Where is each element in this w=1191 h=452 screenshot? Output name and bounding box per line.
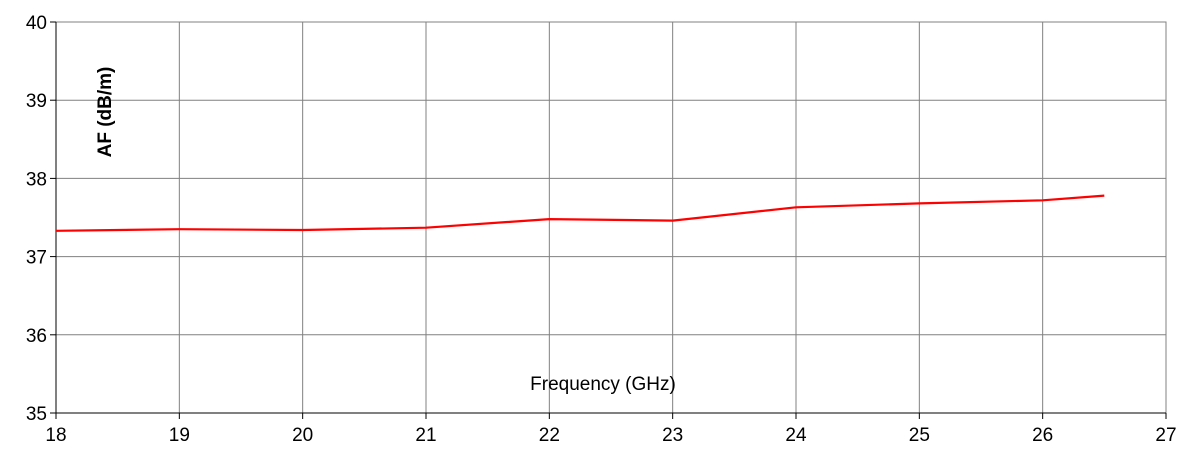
- axes: [50, 21, 1167, 419]
- y-tick-label: 37: [26, 248, 47, 269]
- y-tick-label: 40: [26, 13, 47, 34]
- x-tick-labels: 18 19 20 21 22 23 24 25 26 27: [45, 425, 1176, 446]
- x-tick-label: 27: [1155, 425, 1176, 446]
- y-tick-labels: 35 36 37 38 39 40: [26, 13, 47, 425]
- y-tick-label: 39: [26, 91, 47, 112]
- x-tick-label: 19: [169, 425, 190, 446]
- y-tick-label: 35: [26, 404, 47, 425]
- x-tick-label: 23: [662, 425, 683, 446]
- y-tick-label: 36: [26, 326, 47, 347]
- y-axis-label: AF (dB/m): [95, 67, 116, 158]
- plot-area: [55, 21, 1167, 414]
- x-tick-label: 25: [909, 425, 930, 446]
- series-group: [55, 194, 1105, 232]
- x-tick-label: 20: [292, 425, 313, 446]
- series-line: [55, 194, 1105, 232]
- x-tick-label: 24: [785, 425, 807, 446]
- x-axis-label: Frequency (GHz): [530, 374, 676, 395]
- x-tick-label: 21: [415, 425, 436, 446]
- y-gridlines: [56, 99, 1166, 336]
- x-gridlines: [178, 22, 1044, 413]
- y-tick-label: 38: [26, 169, 47, 190]
- x-tick-label: 18: [45, 425, 66, 446]
- x-tick-label: 22: [539, 425, 560, 446]
- x-tick-label: 26: [1032, 425, 1053, 446]
